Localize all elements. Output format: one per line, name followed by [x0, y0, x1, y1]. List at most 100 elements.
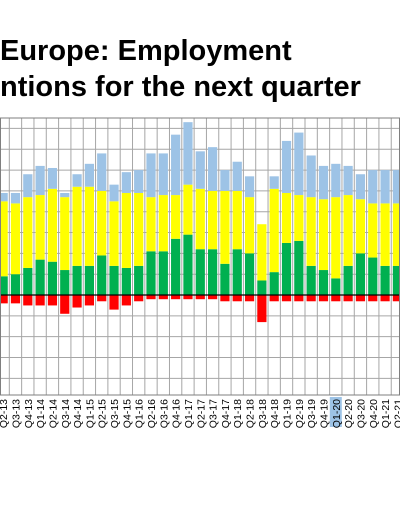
bar-segment [84, 295, 94, 306]
bar-segment [35, 295, 45, 306]
bar-segment [244, 295, 255, 302]
bar-segment [146, 153, 156, 198]
bar-segment [343, 295, 353, 302]
bar-segment [134, 170, 144, 193]
x-tick-label: Q1-15 [84, 399, 96, 428]
bar-segment [121, 267, 131, 296]
bar-segment [0, 295, 8, 304]
bar-segment [195, 295, 205, 300]
bar-segment [281, 192, 292, 243]
bar-segment [195, 249, 205, 296]
bar-segment [109, 201, 119, 266]
bar-segment [146, 251, 156, 296]
x-tick-label: Q2-19 [294, 399, 306, 428]
bar-segment [109, 265, 119, 296]
bar-segment [368, 203, 378, 258]
bar-segment [109, 295, 119, 310]
bar-segment [23, 267, 33, 296]
x-tick-label: Q3-15 [109, 399, 121, 428]
bar-segment [355, 174, 366, 200]
x-tick-label: Q3-13 [10, 399, 22, 428]
bar-segment [134, 265, 144, 296]
bar-segment [244, 253, 255, 296]
bar-segment [195, 188, 205, 250]
bar-segment [208, 147, 218, 191]
bar-segment [183, 122, 193, 185]
bar-segment [318, 295, 329, 302]
bar-segment [60, 295, 70, 314]
bar-segment [232, 161, 242, 191]
bar-segment [23, 174, 33, 198]
bar-segment [0, 192, 8, 202]
bar-segment [171, 195, 181, 239]
bar-segment [121, 192, 131, 268]
x-tick-label: Q4-17 [220, 399, 232, 428]
x-tick-label: Q4-16 [171, 399, 183, 428]
x-tick-label: Q1-17 [183, 399, 195, 428]
x-tick-label: Q1-14 [35, 399, 47, 428]
bar-segment [121, 172, 131, 193]
chart-title: Europe: Employment ntions for the next q… [0, 30, 400, 110]
bar-segment [35, 259, 45, 296]
bar-segment [72, 174, 82, 187]
bar-segment [355, 253, 366, 296]
chart-title-line-1: Europe: Employment [0, 35, 292, 67]
bar-segment [84, 186, 94, 266]
bar-segment [208, 295, 218, 300]
bar-segment [244, 176, 255, 198]
bar-segment [134, 295, 144, 302]
x-tick-label: Q4-14 [72, 399, 84, 428]
bar-segment [158, 195, 168, 252]
bar-segment [232, 249, 242, 296]
bar-segment [195, 151, 205, 189]
x-tick-label: Q4-18 [269, 399, 281, 428]
x-tick-label: Q3-16 [158, 399, 170, 428]
bar-segment [47, 261, 58, 296]
x-tick-label: Q2-17 [195, 399, 207, 428]
bar-segment [72, 295, 82, 308]
x-tick-label: Q4-20 [368, 399, 380, 428]
x-tick-label: Q1-20 [331, 399, 343, 428]
bar-segment [183, 184, 193, 235]
bar-segment [343, 265, 353, 296]
bar-segment [60, 197, 70, 271]
bar-segment [294, 240, 304, 296]
bar-segment [208, 249, 218, 296]
x-tick-label: Q2-14 [47, 399, 59, 428]
bar-segment [158, 295, 168, 300]
x-tick-label: Q2-16 [146, 399, 158, 428]
bar-segment [257, 224, 267, 281]
bar-segment [10, 192, 21, 204]
bar-segment [331, 278, 341, 296]
bar-segment [368, 257, 378, 296]
bar-segment [220, 263, 230, 296]
bar-segment [47, 167, 58, 189]
bar-segment [35, 165, 45, 196]
bar-segment [306, 155, 316, 198]
x-tick-label: Q3-19 [306, 399, 318, 428]
bar-segment [294, 132, 304, 196]
bar-segment [134, 192, 144, 266]
bar-segment [0, 276, 8, 296]
bar-segment [220, 190, 230, 264]
bar-segment [84, 163, 94, 187]
x-tick-label: Q4-13 [23, 399, 35, 428]
bar-segment [343, 165, 353, 196]
x-tick-label: Q4-19 [318, 399, 330, 428]
bar-segment [72, 265, 82, 296]
bar-segment [232, 295, 242, 302]
bar-segment [121, 295, 131, 306]
bar-segment [47, 295, 58, 306]
bar-segment [318, 199, 329, 271]
bar-segment [220, 170, 230, 191]
x-tick-label: Q3-20 [355, 399, 367, 428]
bar-segment [392, 295, 400, 302]
bar-segment [208, 190, 218, 250]
bar-segment [97, 190, 107, 256]
bar-segment [368, 295, 378, 302]
bar-segment [343, 195, 353, 266]
bar-segment [318, 165, 329, 200]
bar-segment [244, 197, 255, 254]
x-tick-label: Q1-21 [380, 399, 392, 428]
bar-segment [35, 195, 45, 260]
